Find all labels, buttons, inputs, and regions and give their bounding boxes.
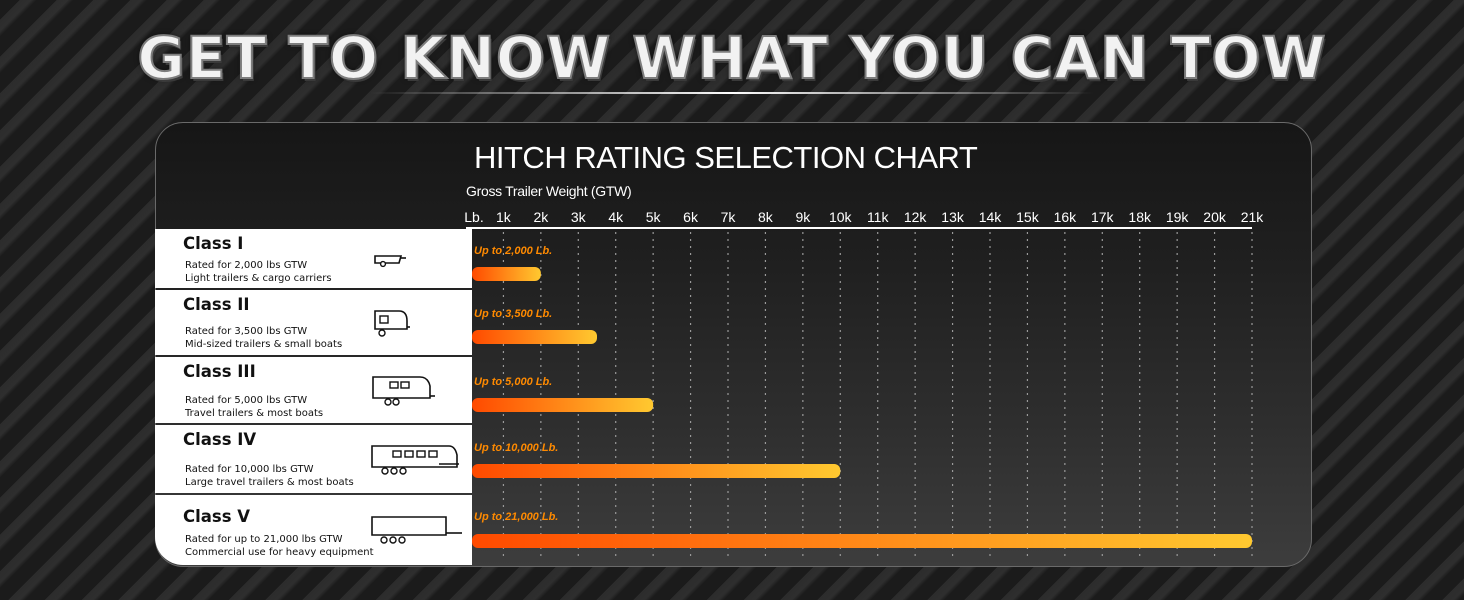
x-tick-label: 9k [795, 209, 811, 225]
x-tick-label: 12k [904, 209, 928, 225]
bar-data-label: Up to 5,000 Lb. [474, 376, 552, 388]
chart-title: HITCH RATING SELECTION CHART [474, 140, 978, 175]
x-tick-label: 8k [758, 209, 774, 225]
class-row-3: Class III Rated for 5,000 lbs GTW Travel… [155, 357, 472, 423]
class-name: Class I [183, 234, 244, 253]
bar-class-2 [472, 330, 597, 344]
class-name: Class III [183, 362, 256, 381]
bar-class-4 [472, 464, 841, 478]
class-use: Travel trailers & most boats [185, 408, 324, 419]
travel-trailer-icon [372, 376, 435, 406]
x-tick-label: 7k [721, 209, 737, 225]
bar-class-5 [472, 534, 1252, 548]
x-tick-label: 18k [1128, 209, 1152, 225]
x-tick-label: Lb. [464, 209, 483, 225]
class-rating: Rated for up to 21,000 lbs GTW [185, 534, 343, 545]
class-use: Light trailers & cargo carriers [185, 273, 332, 284]
class-rating: Rated for 2,000 lbs GTW [185, 260, 308, 271]
bar-data-label: Up to 3,500 Lb. [474, 308, 552, 320]
class-row-1: Class I Rated for 2,000 lbs GTW Light tr… [155, 229, 472, 288]
bar-data-label: Up to 21,000 Lb. [474, 511, 558, 523]
x-tick-label: 21k [1241, 209, 1265, 225]
heavy-equipment-trailer-icon [371, 516, 462, 544]
x-tick-label: 2k [533, 209, 549, 225]
bar-class-3 [472, 398, 654, 412]
bar-data-label: Up to 10,000 Lb. [474, 442, 558, 454]
class-name: Class II [183, 295, 250, 314]
class-row-2: Class II Rated for 3,500 lbs GTW Mid-siz… [155, 290, 472, 355]
class-name: Class V [183, 507, 251, 526]
x-tick-label: 14k [979, 209, 1003, 225]
small-camper-icon [374, 310, 410, 337]
class-row-5: Class V Rated for up to 21,000 lbs GTW C… [155, 495, 472, 565]
x-axis-label: Gross Trailer Weight (GTW) [466, 183, 632, 199]
x-tick-label: 20k [1203, 209, 1227, 225]
class-use: Commercial use for heavy equipment [185, 547, 374, 558]
x-tick-label: 1k [496, 209, 512, 225]
x-tick-label: 19k [1166, 209, 1190, 225]
class-use: Large travel trailers & most boats [185, 477, 354, 488]
headline-divider [370, 92, 1094, 94]
x-tick-label: 3k [571, 209, 587, 225]
class-use: Mid-sized trailers & small boats [185, 339, 343, 350]
page-headline: GET TO KNOW WHAT YOU CAN TOW [136, 23, 1327, 93]
x-tick-label: 16k [1054, 209, 1078, 225]
x-tick-label: 5k [646, 209, 662, 225]
large-travel-trailer-icon [371, 445, 459, 475]
class-name: Class IV [183, 430, 257, 449]
x-tick-label: 11k [867, 209, 890, 225]
class-rating: Rated for 10,000 lbs GTW [185, 464, 314, 475]
class-row-4: Class IV Rated for 10,000 lbs GTW Large … [155, 425, 472, 493]
x-tick-label: 6k [683, 209, 699, 225]
bar-data-label: Up to 2,000 Lb. [474, 245, 552, 257]
bar-class-1 [472, 267, 541, 281]
x-tick-label: 4k [608, 209, 624, 225]
x-tick-label: 13k [941, 209, 965, 225]
x-tick-label: 17k [1091, 209, 1115, 225]
class-rating: Rated for 5,000 lbs GTW [185, 395, 308, 406]
x-tick-label: 15k [1016, 209, 1040, 225]
cargo-carrier-icon [374, 255, 406, 268]
class-rating: Rated for 3,500 lbs GTW [185, 326, 308, 337]
x-tick-label: 10k [829, 209, 853, 225]
